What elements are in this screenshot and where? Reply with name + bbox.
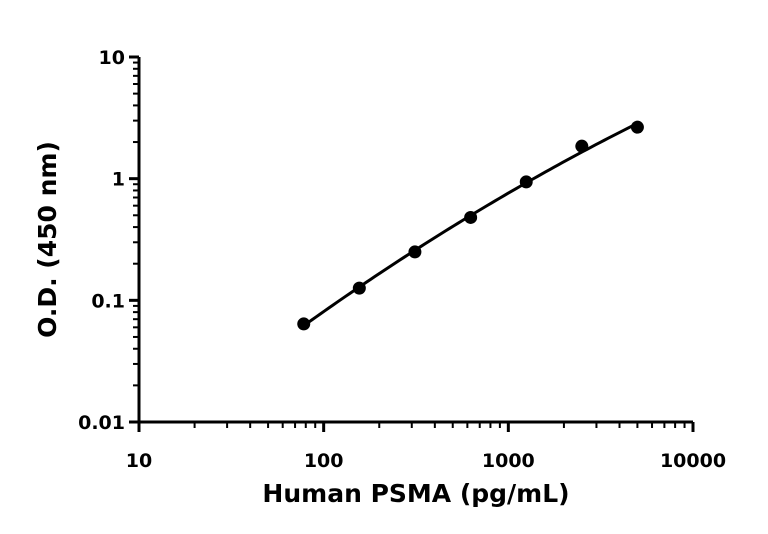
- data-point: [519, 175, 533, 189]
- x-tick-label: 10: [126, 450, 152, 472]
- y-tick-label: 0.1: [91, 290, 125, 312]
- data-point: [464, 210, 478, 224]
- x-axis-title: Human PSMA (pg/mL): [262, 479, 569, 508]
- x-tick-label: 10000: [660, 450, 726, 472]
- y-ticks: 0.01 0.1 1 10: [78, 47, 139, 434]
- data-point: [630, 120, 644, 134]
- data-points: [297, 120, 644, 331]
- y-axis-title: O.D. (450 nm): [33, 141, 62, 338]
- y-tick-label: 1: [112, 169, 125, 191]
- data-point: [575, 139, 589, 153]
- x-ticks: 10 100 1000 10000: [126, 422, 726, 472]
- axes: [137, 57, 693, 424]
- y-tick-label: 10: [99, 47, 125, 69]
- x-tick-label: 100: [304, 450, 344, 472]
- data-point: [297, 317, 311, 331]
- fit-curve: [302, 122, 639, 327]
- y-tick-label: 0.01: [78, 412, 125, 434]
- data-point: [352, 281, 366, 295]
- x-tick-label: 1000: [482, 450, 535, 472]
- data-point: [408, 245, 422, 259]
